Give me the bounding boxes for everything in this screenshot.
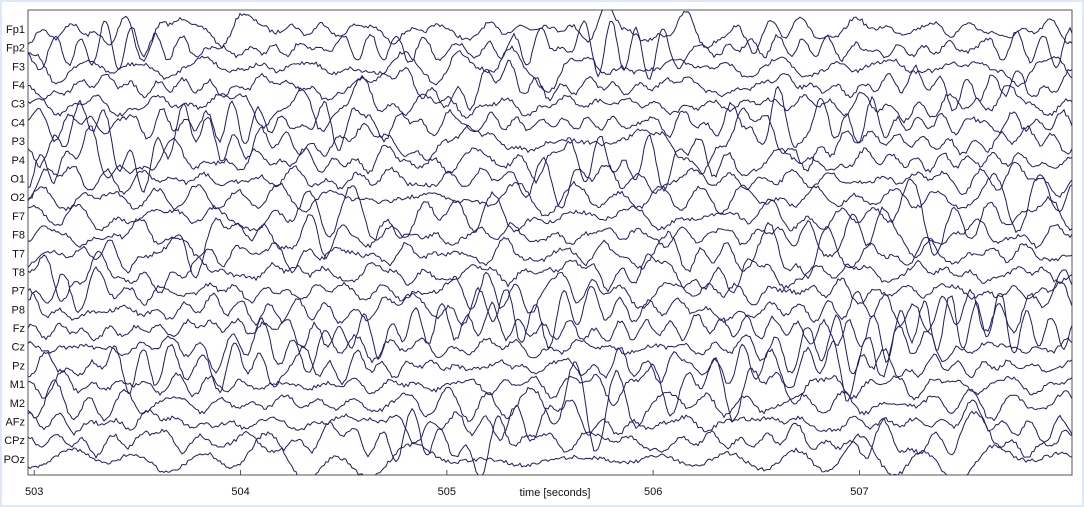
eeg-trace bbox=[28, 281, 1072, 349]
channel-label: POz bbox=[4, 454, 25, 466]
eeg-trace bbox=[28, 266, 1072, 314]
eeg-trace bbox=[28, 250, 1072, 302]
eeg-trace bbox=[28, 206, 1072, 260]
channel-label: T7 bbox=[12, 248, 25, 260]
channel-label: M1 bbox=[10, 379, 25, 391]
eeg-trace bbox=[28, 74, 1072, 133]
channel-label: F4 bbox=[12, 80, 25, 92]
eeg-trace bbox=[28, 10, 1072, 62]
channel-label: CPz bbox=[4, 435, 25, 447]
channel-label: C4 bbox=[11, 117, 25, 129]
x-tick-label: 507 bbox=[850, 486, 868, 498]
channel-label: P3 bbox=[12, 136, 25, 148]
eeg-trace bbox=[28, 431, 1072, 475]
eeg-trace bbox=[28, 361, 1072, 452]
eeg-trace bbox=[28, 20, 1072, 81]
eeg-trace bbox=[28, 172, 1072, 234]
traces bbox=[28, 10, 1072, 475]
channel-label: T8 bbox=[12, 267, 25, 279]
eeg-trace bbox=[28, 399, 1072, 444]
eeg-trace bbox=[28, 156, 1072, 209]
eeg-trace bbox=[28, 407, 1072, 475]
x-tick-label: 505 bbox=[438, 486, 456, 498]
channel-label: F3 bbox=[12, 61, 25, 73]
channel-label: F7 bbox=[12, 211, 25, 223]
channel-label: Fz bbox=[13, 323, 25, 335]
eeg-trace bbox=[28, 99, 1072, 193]
eeg-trace bbox=[28, 292, 1072, 364]
eeg-trace bbox=[28, 125, 1072, 192]
channel-label: P8 bbox=[12, 304, 25, 316]
channel-label: Cz bbox=[12, 342, 25, 354]
channel-label: Fp2 bbox=[6, 43, 25, 55]
eeg-trace bbox=[28, 85, 1072, 151]
plot-frame bbox=[27, 9, 1073, 476]
channel-label: P4 bbox=[12, 155, 25, 167]
channel-label: Pz bbox=[12, 360, 25, 372]
channel-label: P7 bbox=[12, 286, 25, 298]
eeg-trace bbox=[28, 178, 1072, 257]
channel-label: F8 bbox=[12, 230, 25, 242]
channel-label: M2 bbox=[10, 398, 25, 410]
x-axis-label: time [seconds] bbox=[520, 487, 591, 499]
x-tick-label: 503 bbox=[25, 486, 43, 498]
channel-label: O2 bbox=[10, 192, 25, 204]
channel-label: Fp1 bbox=[6, 24, 25, 36]
x-tick-label: 506 bbox=[644, 486, 662, 498]
eeg-trace bbox=[28, 222, 1072, 280]
x-tick-label: 504 bbox=[231, 486, 249, 498]
eeg-trace bbox=[28, 357, 1072, 423]
eeg-trace bbox=[28, 314, 1072, 378]
channel-label: O1 bbox=[10, 173, 25, 185]
channel-label: C3 bbox=[11, 99, 25, 111]
eeg-trace bbox=[28, 45, 1072, 93]
eeg-trace bbox=[28, 59, 1072, 112]
channel-label: AFz bbox=[5, 417, 25, 429]
